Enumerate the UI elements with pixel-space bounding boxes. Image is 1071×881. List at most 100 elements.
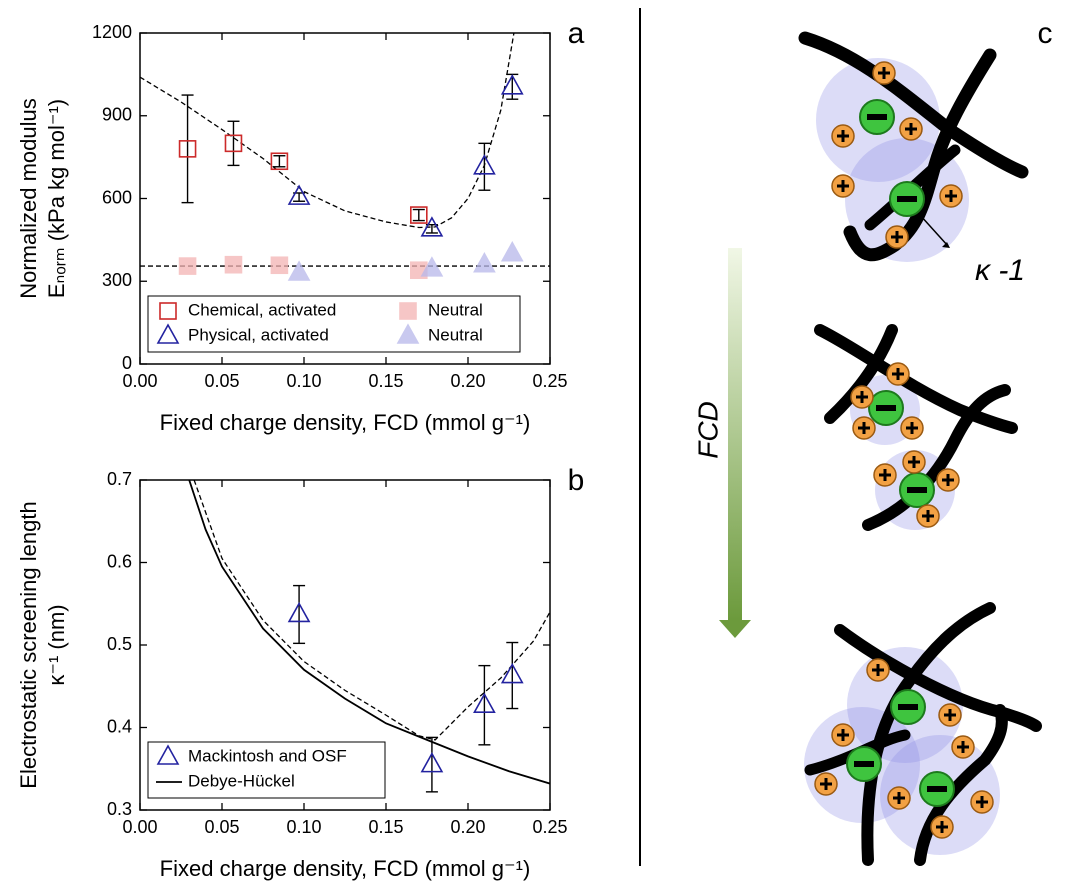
- polymer-strand: [798, 31, 1029, 179]
- y-tick-label: 900: [102, 105, 132, 125]
- counter-ion: [871, 60, 897, 86]
- panel-label: c: [1038, 17, 1053, 50]
- y-axis-label: κ⁻¹ (nm): [44, 604, 69, 685]
- counter-ion: [885, 361, 911, 387]
- fixed-charge: [919, 771, 955, 807]
- chart: 0.00 0.05 0.10 0.15 0.20 0.25 0 300 600 900 1200 Fi…: [16, 17, 585, 435]
- polymer-strand: [814, 324, 1018, 434]
- legend-label: Mackintosh and OSF: [188, 746, 347, 765]
- fcd-arrowhead: [719, 620, 751, 638]
- fcd-label: FCD: [692, 401, 723, 459]
- y-tick-label: 0.7: [107, 469, 132, 489]
- screening-label: κ -1: [975, 254, 1025, 287]
- counter-ion: [849, 384, 875, 410]
- polymer-strand: [862, 384, 1011, 531]
- legend-marker: [156, 744, 180, 765]
- fixed-charge: [890, 689, 926, 725]
- counter-ion: [915, 503, 941, 529]
- screening-arrow: [919, 214, 949, 247]
- x-tick-label: 0.15: [368, 817, 403, 837]
- point: [420, 256, 444, 277]
- legend-frame: [147, 295, 521, 353]
- counter-ion: [813, 771, 839, 797]
- point: [500, 662, 524, 684]
- plot-frame: [139, 32, 551, 365]
- point: [224, 255, 243, 274]
- counter-ion: [851, 415, 877, 441]
- polymer-strand: [834, 624, 1042, 732]
- point: [224, 134, 243, 153]
- x-tick-label: 0.10: [286, 817, 321, 837]
- x-axis-label: Fixed charge density, FCD (mmol g⁻¹): [160, 410, 531, 435]
- plot-frame: [139, 479, 551, 811]
- point: [420, 216, 444, 237]
- legend-label: Neutral: [428, 300, 483, 319]
- legend-label: Physical, activated: [188, 325, 329, 344]
- y-tick-label: 300: [102, 270, 132, 290]
- x-tick-label: 0.05: [204, 817, 239, 837]
- y-tick-label: 0.6: [107, 551, 132, 571]
- point: [270, 152, 289, 171]
- counter-ion: [898, 116, 924, 142]
- point: [473, 692, 496, 714]
- line: [140, 33, 515, 229]
- counter-ion: [901, 449, 927, 475]
- polymer-strand: [843, 48, 997, 262]
- counter-ion: [830, 173, 856, 199]
- x-tick-label: 0.25: [532, 817, 567, 837]
- panel-c-diagram: c κ -1: [692, 17, 1053, 866]
- point: [178, 257, 197, 275]
- polymer-strand: [861, 602, 996, 866]
- y-tick-label: 0.3: [107, 799, 132, 819]
- point: [473, 154, 496, 175]
- polymer-strand: [824, 324, 898, 424]
- legend-label: Chemical, activated: [188, 300, 336, 319]
- fixed-charge: [846, 746, 882, 782]
- point: [287, 601, 311, 623]
- y-tick-label: 600: [102, 187, 132, 207]
- y-tick-label: 0.5: [107, 634, 132, 654]
- x-tick-label: 0.15: [368, 371, 403, 391]
- legend-marker: [156, 323, 180, 344]
- legend-label: Debye-Hückel: [188, 771, 295, 790]
- y-tick-label: 0: [122, 353, 132, 373]
- x-tick-label: 0.25: [532, 371, 567, 391]
- x-axis-label: Fixed charge density, FCD (mmol g⁻¹): [160, 856, 531, 881]
- x-tick-label: 0.20: [450, 371, 485, 391]
- fcd-arrow: [728, 248, 742, 620]
- panel-label: a: [568, 17, 585, 50]
- legend-label: Neutral: [428, 325, 483, 344]
- counter-ion: [830, 123, 856, 149]
- y-axis-label: Eₙₒᵣₘ (kPa kg mol⁻¹): [44, 99, 69, 298]
- y-axis-label: Normalized modulus: [16, 98, 41, 299]
- panel-label: b: [568, 464, 585, 497]
- fixed-charge: [899, 472, 935, 508]
- x-tick-label: 0.00: [122, 371, 157, 391]
- counter-ion: [884, 224, 910, 250]
- point: [420, 751, 444, 773]
- y-axis-label: Electrostatic screening length: [16, 501, 41, 788]
- point: [409, 206, 428, 224]
- legend-marker: [396, 323, 420, 344]
- x-tick-label: 0.00: [122, 817, 157, 837]
- point: [178, 140, 197, 158]
- point: [500, 74, 524, 95]
- fixed-charge: [859, 99, 895, 135]
- y-tick-label: 0.4: [107, 716, 132, 736]
- counter-ion: [938, 183, 964, 209]
- counter-ion: [830, 722, 856, 748]
- line: [188, 480, 550, 785]
- y-tick-label: 1200: [92, 22, 132, 42]
- polymer-strand: [914, 704, 1008, 866]
- screening-arrowhead: [918, 213, 950, 248]
- legend-frame: [147, 741, 386, 799]
- counter-ion: [865, 657, 891, 683]
- point: [287, 184, 311, 205]
- x-tick-label: 0.10: [286, 371, 321, 391]
- counter-ion: [935, 467, 961, 493]
- counter-ion: [969, 789, 995, 815]
- legend-marker: [399, 302, 417, 320]
- x-tick-label: 0.20: [450, 817, 485, 837]
